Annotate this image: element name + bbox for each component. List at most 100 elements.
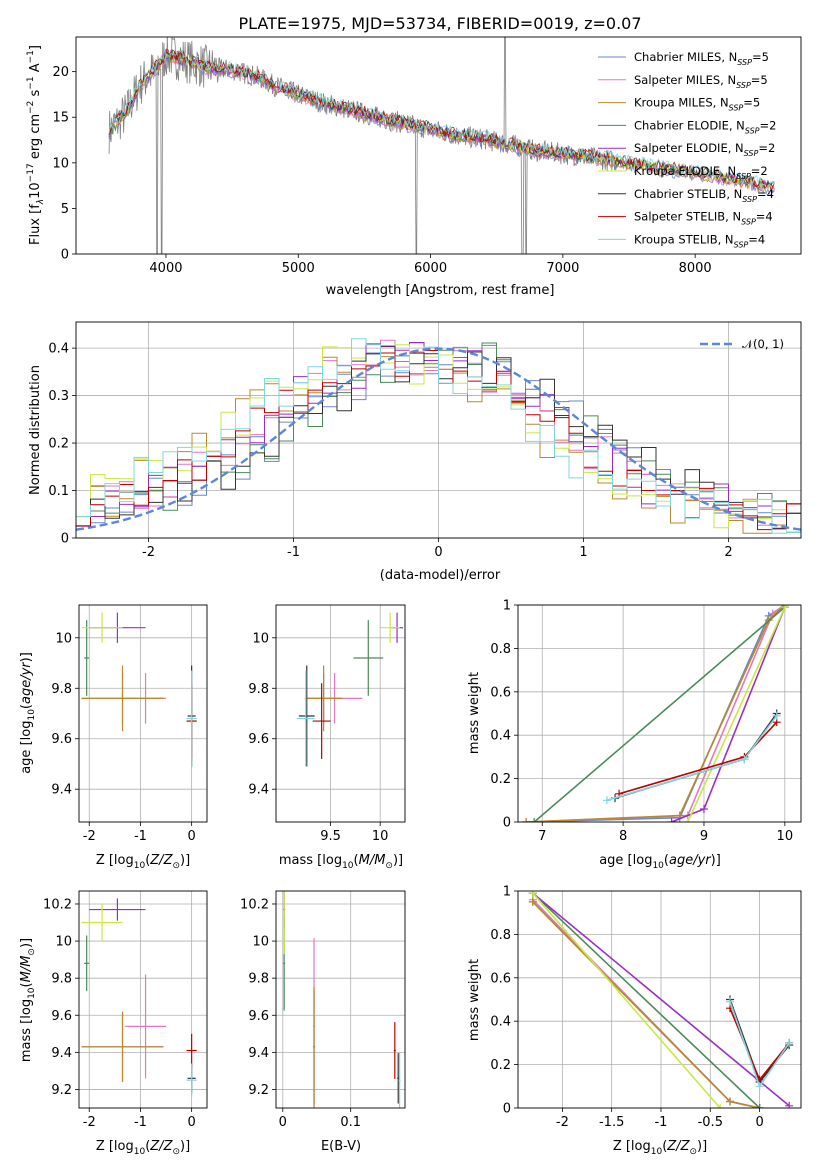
x-axis-label: mass [log10(M/M⊙)] bbox=[279, 853, 403, 871]
x-tick-label: -2 bbox=[83, 1115, 96, 1130]
x-axis-label: Z [log10(Z/Z⊙)] bbox=[96, 853, 190, 871]
x-tick-label: 1 bbox=[579, 545, 587, 560]
y-tick-label: 20 bbox=[52, 65, 69, 80]
y-tick-label: 9.4 bbox=[248, 1046, 269, 1061]
weight-marker bbox=[726, 1097, 735, 1106]
weight-marker bbox=[780, 605, 789, 612]
weight-line bbox=[687, 606, 786, 822]
axes-frame bbox=[517, 890, 802, 1109]
x-tick-label: 8 bbox=[619, 829, 627, 844]
weight-marker bbox=[683, 818, 692, 822]
x-tick-label: -0.5 bbox=[698, 1115, 723, 1130]
plot-area-mass_vs_ebv bbox=[283, 891, 401, 1108]
y-axis-label: mass weight bbox=[467, 672, 482, 754]
axes-age_vs_Z bbox=[79, 605, 207, 822]
x-tick-label: -1 bbox=[134, 829, 147, 844]
weight-marker bbox=[699, 804, 708, 813]
y-tick-label: 0.2 bbox=[490, 1058, 511, 1073]
y-tick-label: 9.6 bbox=[248, 1009, 269, 1024]
histogram-line bbox=[76, 338, 801, 534]
x-axis-label: wavelength [Angstrom, rest frame] bbox=[326, 283, 555, 298]
weight-line bbox=[532, 892, 790, 1107]
x-tick-label: 7000 bbox=[546, 261, 579, 276]
x-tick-label: 0 bbox=[755, 1115, 763, 1130]
weight-marker bbox=[772, 711, 781, 720]
weight-line bbox=[533, 606, 786, 822]
x-tick-label: 7 bbox=[538, 829, 546, 844]
weight-marker bbox=[755, 1082, 764, 1091]
y-tick-label: 0.2 bbox=[48, 437, 69, 452]
y-tick-label: 9.8 bbox=[248, 682, 269, 697]
x-tick-label: 9.5 bbox=[320, 829, 341, 844]
y-tick-label: 9.2 bbox=[51, 1083, 72, 1098]
weight-marker bbox=[785, 1101, 794, 1108]
legend-entry: Salpeter ELODIE, NSSP=2 bbox=[634, 141, 775, 158]
x-tick-label: 10 bbox=[372, 829, 389, 844]
y-tick-label: 0.4 bbox=[48, 342, 69, 357]
y-tick-label: 5 bbox=[61, 202, 69, 217]
axes-frame bbox=[78, 604, 208, 823]
plot-area-weight_vs_age bbox=[522, 605, 789, 822]
y-tick-label: 9.6 bbox=[51, 732, 72, 747]
y-tick-label: 9.6 bbox=[248, 732, 269, 747]
y-tick-label: 0.3 bbox=[48, 389, 69, 404]
axes-frame bbox=[517, 604, 802, 823]
axes-frame bbox=[75, 36, 802, 255]
x-axis-label: age [log10(age/yr)] bbox=[599, 853, 721, 871]
plot-area-weight_vs_Z bbox=[528, 891, 794, 1108]
x-tick-label: -1 bbox=[654, 1115, 667, 1130]
x-tick-label: -1.5 bbox=[599, 1115, 624, 1130]
y-tick-label: 9.8 bbox=[248, 972, 269, 987]
weight-line bbox=[671, 606, 786, 822]
y-tick-label: 1 bbox=[503, 599, 511, 614]
weight-line bbox=[532, 892, 761, 1108]
legend-entry: Chabrier MILES, NSSP=5 bbox=[634, 50, 769, 67]
weight-line bbox=[618, 721, 778, 795]
x-tick-label: 5000 bbox=[282, 261, 315, 276]
y-tick-label: 10 bbox=[55, 631, 72, 646]
weight-marker bbox=[530, 818, 539, 822]
x-axis-label: Z [log10(Z/Z⊙)] bbox=[613, 1139, 707, 1157]
weight-marker bbox=[528, 891, 537, 898]
x-tick-label: -1 bbox=[134, 1115, 147, 1130]
y-tick-label: 10.2 bbox=[240, 897, 269, 912]
x-tick-label: -2 bbox=[83, 829, 96, 844]
y-tick-label: 0.8 bbox=[490, 928, 511, 943]
y-axis-label: mass weight bbox=[467, 959, 482, 1041]
x-tick-label: -2 bbox=[556, 1115, 569, 1130]
x-tick-label: -2 bbox=[142, 545, 155, 560]
y-tick-label: 9.6 bbox=[51, 1009, 72, 1024]
axes-mass_vs_Z bbox=[79, 891, 207, 1108]
x-axis-label: E(B-V) bbox=[321, 1139, 361, 1154]
x-tick-label: 10 bbox=[777, 829, 794, 844]
weight-marker bbox=[522, 818, 531, 822]
y-axis-label: age [log10(age/yr)] bbox=[19, 652, 37, 774]
model-spectrum-line bbox=[108, 48, 775, 190]
axes-frame bbox=[275, 890, 406, 1109]
x-tick-label: 8000 bbox=[679, 261, 712, 276]
legend-entry: Kroupa ELODIE, NSSP=2 bbox=[634, 164, 768, 181]
y-tick-label: 9.2 bbox=[248, 1083, 269, 1098]
x-tick-label: 0 bbox=[187, 1115, 195, 1130]
y-tick-label: 0 bbox=[503, 1102, 511, 1117]
y-axis-label: Normed distribution bbox=[28, 365, 43, 495]
weight-marker bbox=[716, 1104, 725, 1108]
x-tick-label: 9 bbox=[700, 829, 708, 844]
y-tick-label: 0.2 bbox=[490, 772, 511, 787]
y-tick-label: 0.8 bbox=[490, 642, 511, 657]
y-tick-label: 0.6 bbox=[490, 971, 511, 986]
y-axis-label: mass [log10(M/M⊙)] bbox=[19, 938, 37, 1062]
y-tick-label: 9.4 bbox=[248, 783, 269, 798]
x-tick-label: 0 bbox=[279, 1115, 287, 1130]
weight-marker bbox=[528, 897, 537, 906]
plot-area-mass_vs_Z bbox=[81, 898, 197, 1097]
axes-frame bbox=[275, 604, 406, 823]
x-tick-label: 6000 bbox=[414, 261, 447, 276]
legend-entry: Salpeter STELIB, NSSP=4 bbox=[634, 210, 773, 227]
plot-area-age_vs_Z bbox=[81, 612, 197, 767]
y-tick-label: 10 bbox=[55, 935, 72, 950]
legend-entry: Kroupa MILES, NSSP=5 bbox=[634, 96, 760, 113]
y-tick-label: 10.2 bbox=[43, 897, 72, 912]
plot-area-spectrum bbox=[108, 37, 775, 254]
